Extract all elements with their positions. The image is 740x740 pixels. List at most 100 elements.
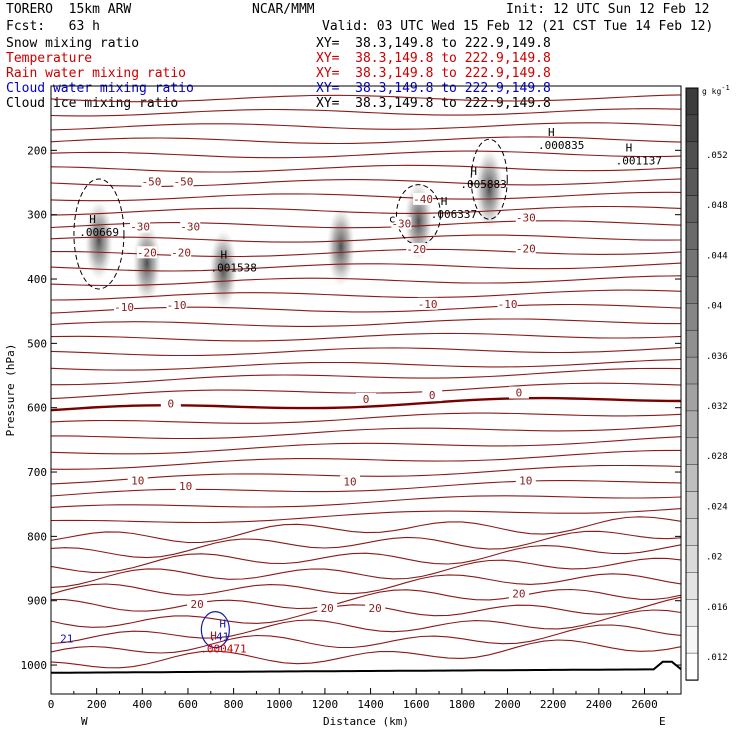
label-mask (180, 220, 201, 233)
colorbar-tick-label: .04 (706, 302, 722, 312)
temperature-label: -10 (167, 299, 187, 312)
isotherm-line (51, 94, 681, 103)
temperature-label: 0 (429, 389, 436, 402)
isotherm-line (51, 234, 681, 243)
isotherm-line (51, 495, 681, 508)
isotherm-line (51, 516, 681, 544)
isotherm-line (51, 412, 681, 424)
colorbar-cell (685, 195, 699, 224)
y-tick-label: 400 (27, 273, 47, 286)
terrain-line (51, 660, 681, 674)
label-mask (417, 297, 438, 310)
isotherm-line (51, 624, 681, 654)
label-mask (166, 299, 187, 312)
temperature-label: 20 (369, 602, 382, 615)
temperature-label: 20 (190, 598, 203, 611)
temperature-label: -30 (130, 221, 150, 234)
temperature-label: 20 (321, 602, 334, 615)
label-mask (160, 397, 181, 410)
cloud-water-contour (200, 611, 230, 649)
label-mask (141, 175, 162, 188)
colorbar-tick-label: .012 (706, 653, 728, 663)
temperature-label: 0 (363, 393, 370, 406)
temperature-label: -40 (413, 193, 433, 206)
label-mask (175, 479, 196, 492)
field-name: Rain water mixing ratio (6, 66, 187, 81)
y-axis-title: Pressure (hPa) (4, 344, 17, 437)
colorbar-cell (685, 222, 699, 251)
colorbar-tick-label: .032 (706, 402, 728, 412)
extremum-marker: H (210, 629, 217, 642)
y-tick-label: 700 (27, 466, 47, 479)
colorbar-cell (685, 168, 699, 197)
isotherm-line (51, 303, 681, 314)
header-model: TORERO 15km ARW (6, 2, 132, 17)
label-mask (508, 587, 529, 600)
x-tick-label: 2600 (631, 698, 658, 711)
isotherm-line (51, 332, 681, 342)
colorbar-cell (685, 329, 699, 358)
label-mask (391, 217, 412, 230)
isotherm-line (51, 275, 681, 287)
temperature-label: 10 (519, 475, 532, 488)
colorbar-tick-label: .02 (706, 553, 722, 563)
colorbar-cell (685, 114, 699, 143)
label-mask (422, 389, 443, 402)
isotherm-line (51, 122, 681, 131)
snow-blob (84, 200, 113, 281)
endpoint-left: W (81, 715, 88, 728)
temperature-label: 0 (168, 397, 175, 410)
field-xy: XY= 38.3,149.8 to 222.9,149.8 (316, 81, 551, 96)
x-tick-label: 1200 (312, 698, 339, 711)
isotherm-line (51, 318, 681, 327)
extremum-marker: H (626, 142, 633, 155)
isotherm-line (51, 530, 681, 559)
y-tick-label: 600 (27, 402, 47, 415)
x-tick-label: 2200 (540, 698, 567, 711)
temperature-label: -10 (498, 298, 518, 311)
snow-blob (475, 148, 504, 229)
field-name: Snow mixing ratio (6, 36, 140, 51)
isotherm-line (51, 480, 681, 497)
field-name: Temperature (6, 51, 93, 66)
extremum-value: .001137 (616, 155, 662, 168)
temperature-label: -50 (141, 176, 161, 189)
label-mask (130, 220, 151, 233)
temperature-label: 10 (131, 475, 144, 488)
temperature-label: -30 (516, 212, 536, 225)
extremum-marker: H (441, 195, 448, 208)
plot-area (51, 94, 681, 674)
label-mask (317, 602, 338, 615)
x-tick-label: 800 (224, 698, 244, 711)
x-tick-label: 200 (87, 698, 107, 711)
colorbar-tick-label: .016 (706, 603, 728, 613)
label-mask (173, 175, 194, 188)
label-mask (356, 392, 376, 405)
isotherm-line (51, 191, 681, 202)
temperature-label: -10 (418, 298, 438, 311)
field-xy: XY= 38.3,149.8 to 222.9,149.8 (316, 51, 551, 66)
x-tick-label: 2400 (586, 698, 613, 711)
header-valid: Valid: 03 UTC Wed 15 Feb 12 (21 CST Tue … (322, 19, 714, 34)
colorbar-cell (685, 383, 699, 412)
snow-blob (132, 222, 161, 303)
extremum-value: .006337 (431, 208, 477, 221)
label-mask (171, 246, 192, 259)
y-tick-label: 800 (27, 530, 47, 543)
colorbar-cell (685, 599, 699, 627)
temperature-label: 10 (179, 480, 192, 493)
colorbar-cell (685, 464, 699, 493)
isotherm-line (51, 220, 681, 229)
label-mask (136, 246, 157, 259)
temperature-label: -20 (171, 246, 191, 259)
isotherm-line (51, 367, 681, 386)
colorbar-cell (685, 625, 699, 654)
colorbar-tick-label: .036 (706, 352, 728, 362)
label-mask (413, 192, 434, 205)
x-tick-label: 1600 (403, 698, 430, 711)
plot-frame (50, 85, 682, 695)
temperature-label: -30 (391, 217, 411, 230)
snow-contour (470, 138, 508, 220)
colorbar-tick-label: .028 (706, 452, 728, 462)
contour-label: 21 (60, 633, 73, 646)
